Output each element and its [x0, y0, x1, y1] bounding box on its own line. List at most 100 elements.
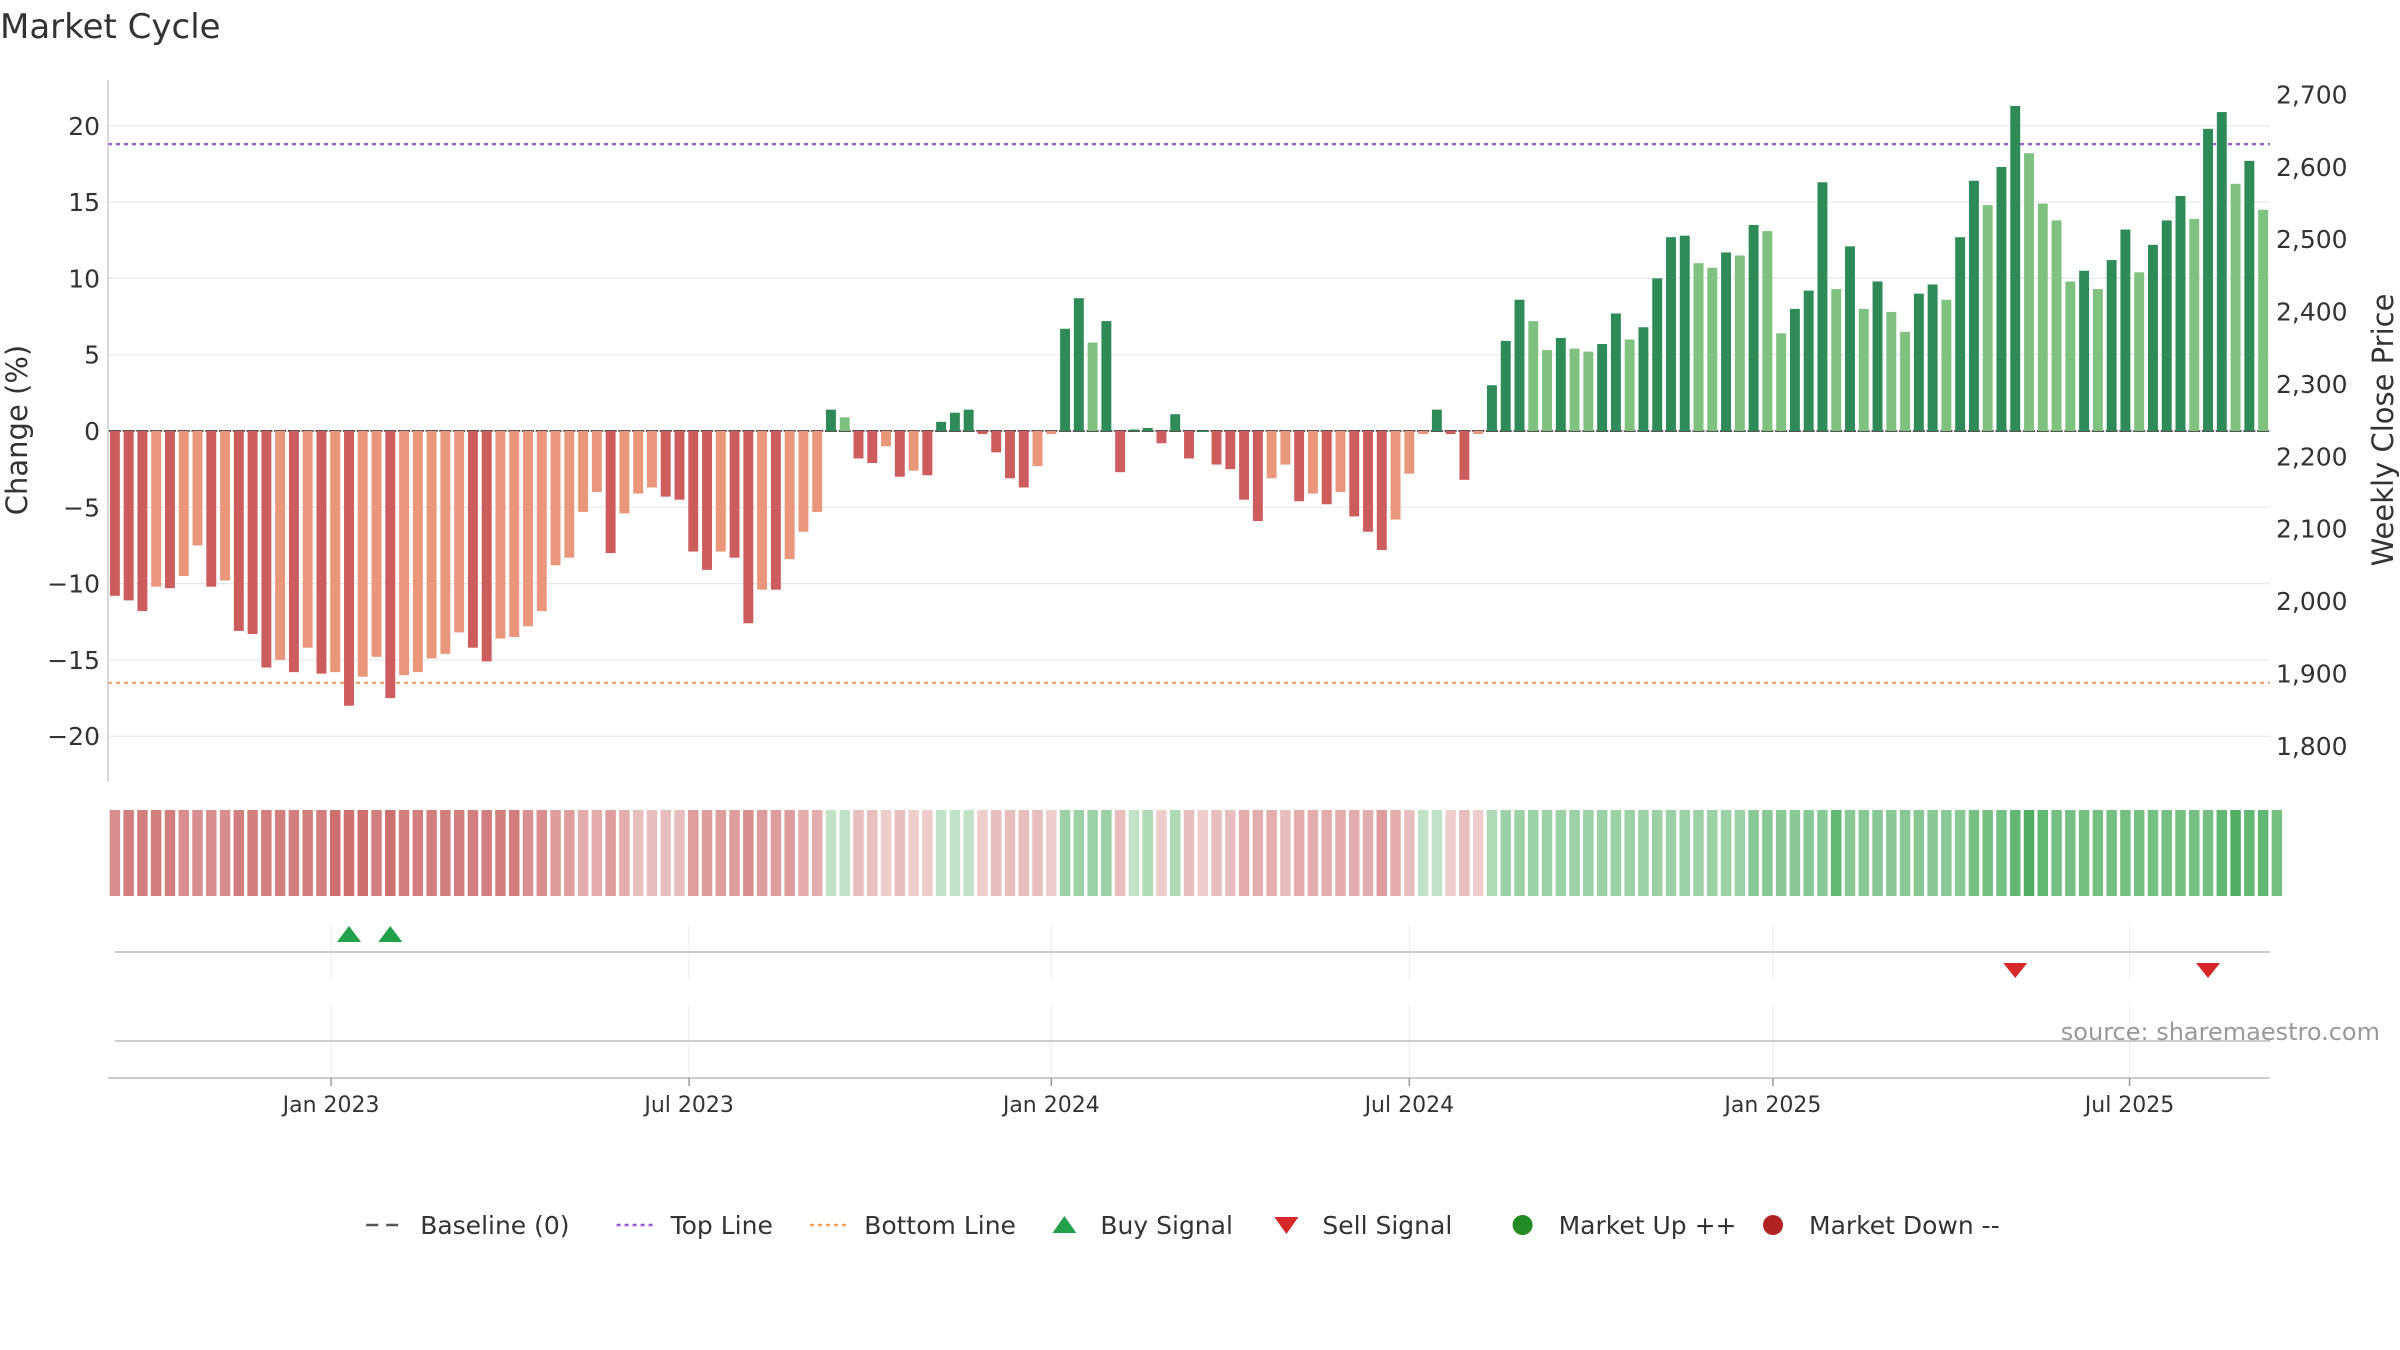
change-bar: [1638, 327, 1649, 431]
change-bar: [1707, 267, 1718, 431]
strength-cell: [2244, 810, 2255, 896]
change-bar: [2024, 153, 2034, 431]
change-bar: [1624, 339, 1635, 431]
change-bar: [963, 409, 974, 431]
change-bar: [495, 431, 506, 639]
change-bar: [1211, 431, 1222, 465]
y-axis-title: Change (%): [0, 345, 34, 515]
strength-cell: [1252, 810, 1264, 896]
change-bar: [109, 431, 120, 596]
y2-tick-label: 2,000: [2276, 587, 2348, 616]
change-bar: [233, 431, 244, 631]
change-bar: [1872, 281, 1883, 431]
strength-cell: [935, 810, 947, 896]
legend-label: Baseline (0): [420, 1211, 569, 1240]
change-bar: [757, 431, 768, 590]
change-bar: [357, 431, 368, 677]
strength-cell: [867, 810, 878, 896]
strength-cell: [2147, 810, 2159, 896]
change-bar: [509, 431, 520, 638]
change-bar: [1252, 431, 1263, 522]
change-bar: [2147, 244, 2158, 431]
strength-cell: [1087, 810, 1098, 896]
change-bar: [2106, 260, 2117, 431]
change-bar: [715, 431, 726, 552]
change-bar: [991, 431, 1002, 453]
change-bar: [330, 431, 341, 673]
change-bar: [1404, 431, 1415, 474]
x-tick-label: Jul 2024: [1363, 1093, 1455, 1118]
strength-cell: [839, 810, 850, 896]
strength-cell: [509, 810, 520, 896]
strength-cell: [853, 810, 864, 896]
change-bar: [646, 431, 657, 488]
strength-cell: [1238, 810, 1250, 896]
change-bar: [1197, 431, 1208, 432]
strength-cell: [1789, 810, 1801, 896]
change-bar: [1583, 351, 1594, 431]
strength-cell: [632, 810, 644, 896]
change-bar: [1294, 431, 1305, 502]
change-bar: [784, 431, 795, 560]
change-bar: [412, 431, 423, 673]
legend-item: Market Down --: [1763, 1211, 2000, 1240]
strength-cell: [109, 810, 121, 896]
change-bar: [1032, 431, 1043, 467]
strength-cell: [1762, 810, 1773, 896]
strength-cell: [1858, 810, 1869, 896]
strength-cell: [1954, 810, 1966, 896]
change-bar: [1046, 431, 1057, 435]
legend-item: Bottom Line: [810, 1211, 1016, 1240]
change-bar: [1390, 431, 1401, 520]
strength-cell: [192, 810, 203, 896]
change-bar: [1431, 409, 1442, 431]
change-bar: [1900, 331, 1911, 431]
strength-cell: [1872, 810, 1883, 896]
strength-cell: [2065, 810, 2076, 896]
change-bar: [1486, 385, 1497, 431]
strength-cell: [150, 810, 162, 896]
strength-cell: [536, 810, 548, 896]
strength-cell: [1169, 810, 1181, 896]
change-bar: [591, 431, 602, 493]
change-bar: [1597, 344, 1608, 431]
change-bar: [729, 431, 740, 558]
change-bar: [454, 431, 465, 633]
strength-cell: [2161, 810, 2172, 896]
strength-cell: [605, 810, 616, 896]
legend-circle-swatch: [1763, 1215, 1783, 1235]
strength-cell: [467, 810, 479, 896]
change-bar: [1666, 237, 1676, 431]
y-tick-label: 5: [84, 341, 100, 370]
sell-signal-marker: [2196, 963, 2221, 978]
change-bar: [702, 431, 712, 570]
strength-cell: [1899, 810, 1911, 896]
strength-cell: [2202, 810, 2214, 896]
change-bar: [1817, 182, 1828, 431]
change-bar: [2244, 160, 2255, 431]
change-bar: [798, 431, 809, 532]
legend-item: Top Line: [616, 1211, 773, 1240]
strength-cell: [426, 810, 437, 896]
strength-cell: [178, 810, 189, 896]
change-bar: [1734, 255, 1745, 431]
y-tick-label: 0: [84, 417, 100, 446]
change-bar: [550, 431, 561, 566]
strength-cell: [2189, 810, 2200, 896]
change-bar: [853, 431, 864, 459]
strength-cell: [990, 810, 1002, 896]
strength-cell: [385, 810, 396, 896]
strength-cell: [1018, 810, 1029, 896]
change-bar: [206, 431, 217, 587]
change-bar: [1005, 431, 1015, 479]
change-bar: [936, 421, 947, 431]
legend-item: Sell Signal: [1274, 1211, 1452, 1240]
change-bar: [137, 431, 148, 612]
strength-cell: [674, 810, 685, 896]
strength-cell: [233, 810, 245, 896]
y-tick-label: 10: [68, 264, 100, 293]
strength-cell: [770, 810, 782, 896]
strength-cell: [1266, 810, 1277, 896]
strength-cell: [1114, 810, 1126, 896]
y-tick-label: 20: [68, 112, 100, 141]
